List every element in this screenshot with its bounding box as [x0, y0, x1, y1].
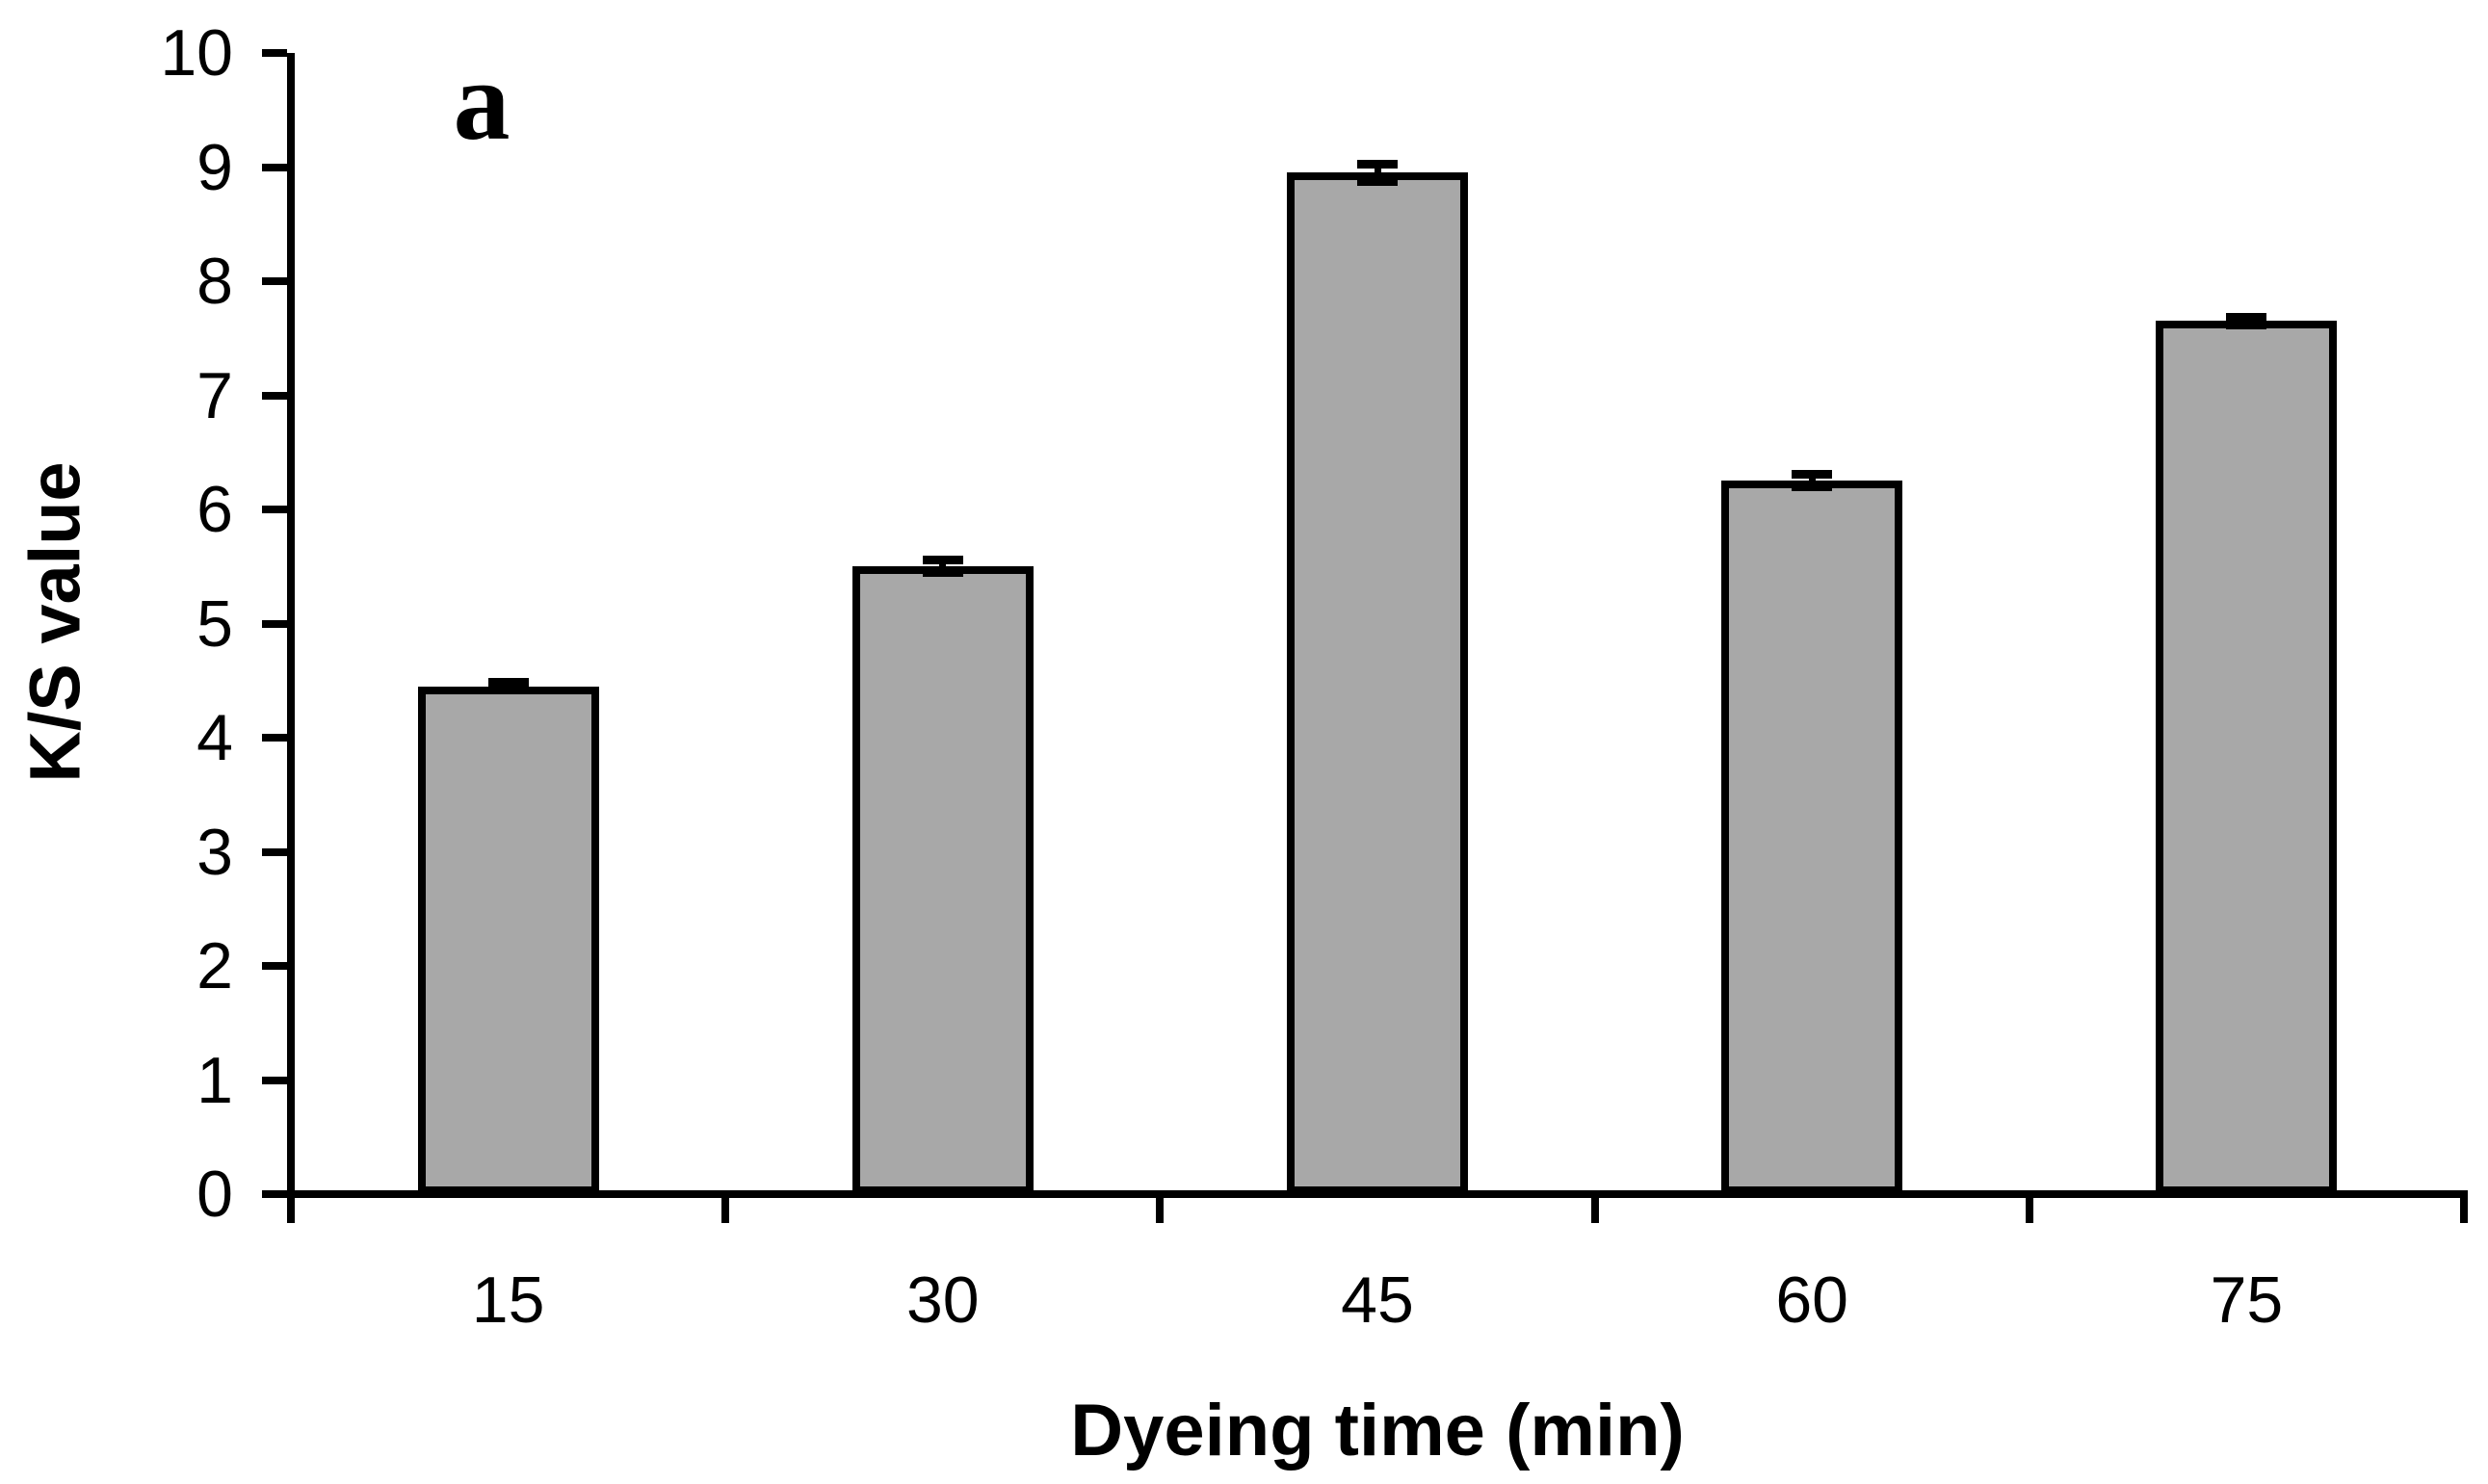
x-tick-mark: [721, 1198, 730, 1223]
bar: [2156, 321, 2338, 1194]
y-tick-mark: [262, 1076, 287, 1084]
y-tick-label: 9: [196, 130, 233, 204]
error-bar-cap-bottom: [1357, 176, 1398, 186]
y-tick-mark: [262, 391, 287, 400]
y-axis-line: [287, 53, 295, 1202]
error-bar-cap-bottom: [487, 686, 529, 695]
error-bar-cap-top: [1357, 159, 1398, 169]
bar: [1721, 481, 1903, 1194]
y-tick-mark: [262, 1190, 287, 1198]
y-tick-mark: [262, 506, 287, 513]
x-tick-mark: [1590, 1198, 1599, 1223]
error-bar-cap-top: [1792, 470, 1833, 480]
y-tick-label: 2: [196, 929, 233, 1002]
error-bar: [1808, 474, 1816, 488]
y-tick-label: 7: [196, 358, 233, 432]
bar: [851, 566, 1034, 1194]
x-tick-mark: [287, 1198, 295, 1223]
y-tick-label: 0: [196, 1158, 233, 1231]
x-tick-mark: [2460, 1198, 2468, 1223]
y-tick-label: 4: [196, 701, 233, 774]
error-bar-cap-bottom: [922, 568, 963, 578]
y-tick-label: 10: [160, 16, 233, 90]
y-tick-label: 6: [196, 473, 233, 546]
y-tick-mark: [262, 49, 287, 57]
x-axis-line: [287, 1190, 2468, 1198]
y-tick-mark: [262, 277, 287, 285]
panel-label: a: [453, 38, 511, 164]
x-axis-title: Dyeing time (min): [1070, 1390, 1685, 1471]
y-tick-mark: [262, 163, 287, 171]
x-tick-label: 45: [1341, 1263, 1414, 1337]
x-tick-label: 30: [905, 1263, 980, 1337]
y-tick-mark: [262, 962, 287, 970]
x-tick-label: 60: [1775, 1263, 1849, 1337]
y-tick-mark: [262, 619, 287, 628]
x-tick-mark: [2025, 1198, 2033, 1223]
y-tick-label: 3: [196, 815, 233, 889]
error-bar-cap-bottom: [1792, 482, 1833, 492]
error-bar: [1374, 163, 1381, 182]
y-tick-label: 8: [196, 245, 233, 318]
error-bar: [939, 560, 947, 574]
plot-area: 0 1 2 3 4 5 6 7 8 9 10 15 30 45 60 75: [160, 20, 2468, 1333]
error-bar-cap-top: [2226, 312, 2267, 322]
y-tick-mark: [262, 847, 287, 856]
error-bar-cap-top: [487, 677, 529, 687]
x-tick-label: 15: [471, 1263, 545, 1337]
y-axis-title: K/S value: [14, 461, 95, 783]
y-tick-mark: [262, 734, 287, 742]
error-bar-cap-bottom: [2226, 321, 2267, 330]
y-tick-label: 5: [196, 586, 233, 661]
y-tick-label: 1: [196, 1043, 233, 1117]
x-tick-mark: [1156, 1198, 1165, 1223]
bar: [417, 686, 599, 1194]
error-bar-cap-top: [922, 556, 963, 565]
bar: [1287, 172, 1468, 1194]
x-tick-label: 75: [2210, 1263, 2284, 1337]
